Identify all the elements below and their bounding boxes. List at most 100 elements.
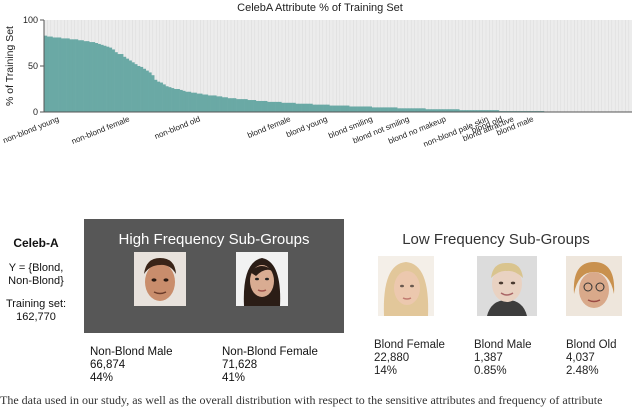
chart-bar (66, 38, 70, 112)
chart-bar (69, 39, 73, 112)
chart-bar (337, 105, 341, 112)
training-set-count: 162,770 (16, 311, 56, 323)
chart-bar (272, 101, 276, 112)
y-tick-label: 100 (23, 15, 38, 25)
group-label: Non-Blond Male (90, 346, 173, 358)
y-tick-label: 50 (28, 61, 38, 71)
chart-bar (261, 100, 265, 112)
chart-bar (495, 110, 500, 112)
chart-bar (77, 40, 82, 112)
chart-bar (205, 94, 209, 112)
label-set-line-1: Y = {Blond, (8, 262, 64, 274)
chart-bar (258, 100, 262, 112)
chart-title: CelebA Attribute % of Training Set (237, 2, 403, 14)
chart-bar (94, 43, 98, 112)
chart-bar (464, 110, 469, 112)
chart-bar (134, 64, 138, 112)
y-tick-label: 0 (33, 107, 38, 117)
chart-bar (142, 68, 146, 112)
chart-bar (366, 106, 370, 112)
chart-bar (459, 110, 463, 112)
group-blond-female: Blond Female 22,880 14% (374, 339, 445, 378)
chart-bar (414, 108, 418, 112)
chart-bar (354, 106, 358, 112)
chart-bar (442, 109, 446, 112)
chart-bar (114, 52, 118, 112)
chart-bar (224, 97, 228, 112)
chart-bar (476, 110, 480, 112)
chart-bar (428, 109, 432, 112)
face-image-blond-male (477, 256, 537, 316)
chart-bar (137, 66, 141, 112)
chart-bar (445, 109, 449, 112)
chart-bar (374, 107, 378, 112)
x-category-label: blond young (285, 115, 329, 140)
chart-bar (168, 87, 172, 112)
chart-bar (188, 91, 192, 112)
chart-bar (349, 106, 353, 112)
chart-bar (309, 103, 313, 112)
chart-bar (86, 41, 90, 112)
chart-bar (236, 99, 240, 112)
chart-bar (123, 56, 127, 112)
chart-bar (360, 106, 364, 112)
x-category-label: non-blond female (70, 114, 131, 146)
chart-bar (433, 109, 437, 112)
chart-bar (334, 105, 339, 112)
chart-bar (253, 100, 257, 112)
chart-bar (493, 110, 497, 112)
chart-bar (230, 98, 234, 112)
chart-bar (75, 39, 79, 112)
group-percent: 2.48% (566, 365, 599, 377)
chart-bar (238, 99, 243, 112)
chart-bar (49, 36, 53, 113)
chart-bar (190, 92, 195, 112)
group-count: 66,874 (90, 359, 126, 371)
chart-bar (298, 103, 302, 112)
face-image-blond-old (566, 256, 622, 316)
chart-bar (301, 103, 305, 112)
chart-bar (470, 110, 474, 112)
chart-bar (247, 100, 251, 112)
high-frequency-box: High Frequency Sub-Groups (84, 219, 344, 333)
chart-bar (377, 107, 381, 112)
group-non-blond-female: Non-Blond Female 71,628 41% (222, 346, 318, 385)
chart-bar (286, 102, 291, 112)
training-set-label: Training set: (5, 298, 67, 310)
chart-bar (388, 107, 392, 112)
chart-bar (145, 70, 149, 112)
chart-bar (303, 103, 308, 112)
chart-bar (292, 102, 296, 112)
chart-bar (131, 62, 135, 112)
chart-bar (399, 108, 404, 112)
chart-bar (140, 66, 144, 112)
chart-bar (44, 35, 48, 112)
chart-bar (199, 93, 203, 112)
chart-bar (255, 100, 259, 112)
group-percent: 41% (222, 372, 246, 384)
chart-bar (275, 101, 279, 112)
chart-bar (72, 39, 76, 112)
chart-bar (63, 38, 67, 112)
chart-bar (207, 95, 211, 112)
group-non-blond-male: Non-Blond Male 66,874 44% (90, 346, 172, 385)
group-blond-male: Blond Male 1,387 0.85% (474, 339, 532, 378)
x-category-label: blond female (246, 114, 292, 140)
chart-bar (55, 37, 59, 113)
chart-bar (481, 110, 485, 112)
chart-bar (219, 96, 223, 112)
chart-bar (89, 42, 93, 112)
label-set-line-2: Non-Blond} (8, 275, 64, 287)
chart-bar (405, 108, 409, 112)
chart-bar (284, 102, 288, 112)
chart-bar (227, 98, 231, 112)
chart-bar (162, 84, 166, 112)
chart-bar (154, 79, 158, 112)
y-ticks: 0 50 100 (23, 15, 44, 117)
chart-bar (221, 97, 226, 112)
chart-bar (213, 95, 217, 112)
face-image-blond-female (378, 256, 434, 316)
chart-bar (346, 105, 350, 112)
chart-bar (97, 43, 101, 112)
